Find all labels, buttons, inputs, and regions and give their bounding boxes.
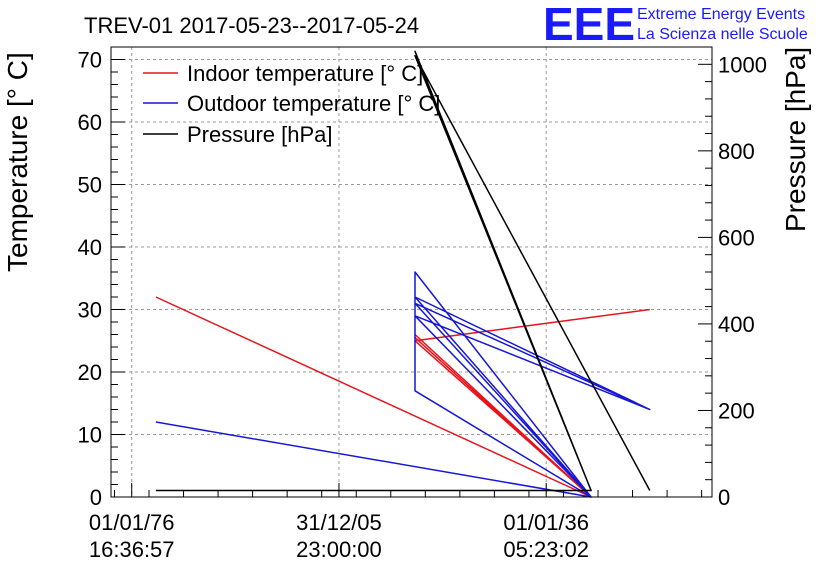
y-axis-left-title: Temperature [° C] [2, 52, 33, 272]
pressure-line [155, 50, 651, 492]
y-left-tick-label: 70 [78, 48, 102, 73]
y-left-tick-label: 50 [78, 173, 102, 198]
chart-title: TREV-01 2017-05-23--2017-05-24 [84, 13, 419, 38]
y-right-tick-label: 1000 [718, 52, 767, 77]
legend: Indoor temperature [° C] Outdoor tempera… [143, 61, 440, 147]
logo-line-1: Extreme Energy Events [637, 6, 805, 23]
legend-label-indoor: Indoor temperature [° C] [187, 61, 423, 86]
y-left-tick-label: 0 [90, 485, 102, 510]
y-left-tick-label: 10 [78, 423, 102, 448]
x-tick-label-time: 05:23:02 [503, 537, 589, 562]
legend-label-pressure: Pressure [hPa] [187, 122, 333, 147]
eee-logo: EEE Extreme Energy Events La Scienza nel… [543, 0, 808, 50]
x-tick-label-time: 16:36:57 [89, 537, 175, 562]
y-right-tick-label: 400 [718, 312, 755, 337]
x-tick-label-date: 01/01/76 [89, 510, 175, 535]
y-right-tick-label: 0 [718, 485, 730, 510]
y-left-tick-label: 40 [78, 235, 102, 260]
x-tick-label-date: 31/12/05 [296, 510, 382, 535]
y-right-tick-label: 800 [718, 139, 755, 164]
indoor-temperature-line [155, 296, 650, 498]
y-right-tick-label: 200 [718, 398, 755, 423]
eee-logo-mark: EEE [543, 0, 635, 50]
y-left-tick-label: 20 [78, 360, 102, 385]
x-tick-label-time: 23:00:00 [296, 537, 382, 562]
y-left-tick-label: 30 [78, 298, 102, 323]
x-tick-label-date: 01/01/36 [503, 510, 589, 535]
y-left-tick-label: 60 [78, 110, 102, 135]
y-right-tick-label: 600 [718, 225, 755, 250]
y-axis-right-title: Pressure [hPa] [780, 47, 811, 232]
legend-label-outdoor: Outdoor temperature [° C] [187, 91, 440, 116]
logo-line-2: La Scienza nelle Scuole [637, 26, 808, 43]
